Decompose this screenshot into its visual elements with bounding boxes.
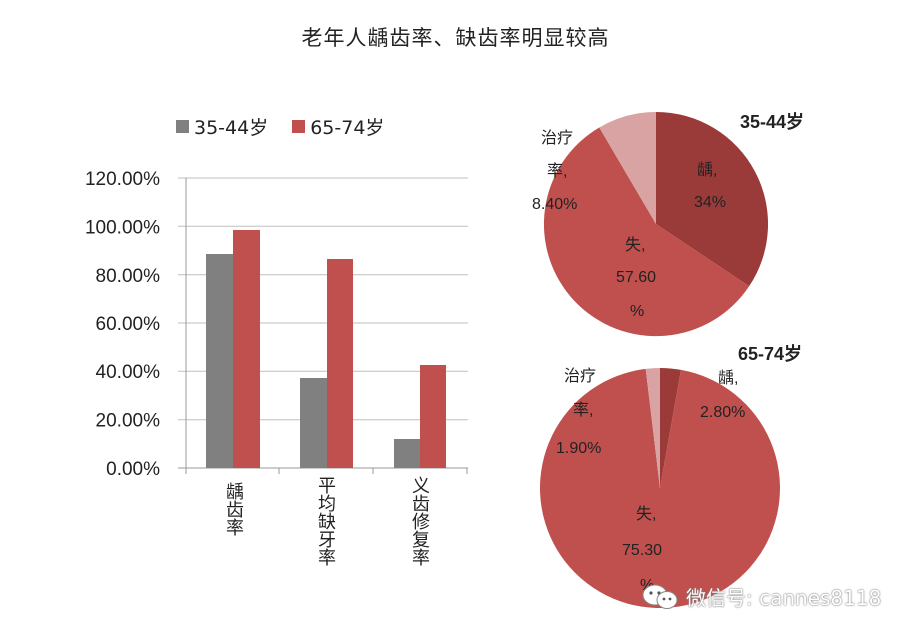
x-category-label-2: 平均缺牙率 <box>315 476 336 566</box>
bar-denture-35-44 <box>394 439 420 468</box>
wechat-icon <box>642 584 678 609</box>
y-tick: 80.00% <box>96 266 161 287</box>
pie1-missing-name: 失, <box>625 236 645 254</box>
pie2-slice-missing <box>539 368 780 609</box>
pie-65-74 <box>539 368 780 609</box>
y-tick: 40.00% <box>96 362 161 383</box>
pie1-missing-pct: % <box>630 303 644 320</box>
pie2-missing-name: 失, <box>636 505 656 523</box>
y-tick: 20.00% <box>96 411 161 432</box>
pie2-slice-caries <box>660 368 681 488</box>
pie-35-44 <box>543 112 769 337</box>
legend-swatch-red <box>292 120 306 133</box>
pie1-caries-value: 34% <box>694 194 726 211</box>
pie2-caries-name: 龋, <box>718 369 738 387</box>
pie2-treat-value: 1.90% <box>556 440 601 457</box>
legend-item-35-44: 35-44岁 <box>176 113 268 140</box>
y-tick: 100.00% <box>85 218 160 239</box>
legend-swatch-gray <box>176 120 189 133</box>
bars-65-74 <box>233 230 446 468</box>
legend-label: 65-74岁 <box>310 117 385 139</box>
y-tick: 120.00% <box>85 169 160 190</box>
legend-label: 35-44岁 <box>194 117 269 139</box>
pie1-slice-caries <box>656 112 769 287</box>
pie1-treat-value: 8.40% <box>532 196 577 213</box>
pie2-caries-value: 2.80% <box>700 404 745 421</box>
bar-caries-35-44 <box>206 254 233 468</box>
pie1-missing-value: 57.60 <box>616 269 656 286</box>
bars-35-44 <box>206 254 420 468</box>
pie1-title: 35-44岁 <box>740 111 804 132</box>
wechat-watermark: 微信号: cannes8118 <box>640 582 881 611</box>
bar-caries-65-74 <box>233 230 260 468</box>
y-tick: 0.00% <box>106 459 160 480</box>
pie1-caries-name: 龋, <box>697 161 717 179</box>
x-category-label-3: 义齿修复率 <box>409 476 430 566</box>
y-tick: 60.00% <box>96 314 161 335</box>
bar-missing-35-44 <box>300 378 327 468</box>
pie2-missing-value: 75.30 <box>622 542 662 559</box>
pie2-title: 65-74岁 <box>738 343 802 364</box>
pie2-treat-name1: 治疗 <box>564 367 596 385</box>
watermark-text: 微信号: cannes8118 <box>686 586 882 610</box>
pie2-labels: 65-74岁 龋, 2.80% 失, 75.30 % 治疗 率, 1.90% <box>556 343 802 594</box>
pie2-treat-name2: 率, <box>573 401 593 419</box>
legend-item-65-74: 65-74岁 <box>292 113 384 140</box>
bar-missing-65-74 <box>327 259 353 468</box>
chart-title: 老年人龋齿率、缺齿率明显较高 <box>301 26 610 50</box>
bar-legend: 35-44岁 65-74岁 <box>176 113 408 140</box>
x-category-label-1: 龋齿率 <box>223 482 244 536</box>
pie1-treat-name2: 率, <box>547 162 567 180</box>
y-tick-labels: 0.00% 20.00% 40.00% 60.00% 80.00% 100.00… <box>85 169 160 480</box>
pie1-labels: 35-44岁 龋, 34% 失, 57.60 % 治疗 率, 8.40% <box>532 111 804 320</box>
pie2-slice-treatment <box>645 368 660 488</box>
pie1-slice-treatment <box>599 112 656 224</box>
pie1-treat-name1: 治疗 <box>541 129 573 147</box>
bar-denture-65-74 <box>420 365 446 468</box>
pie1-slice-missing <box>543 127 750 337</box>
